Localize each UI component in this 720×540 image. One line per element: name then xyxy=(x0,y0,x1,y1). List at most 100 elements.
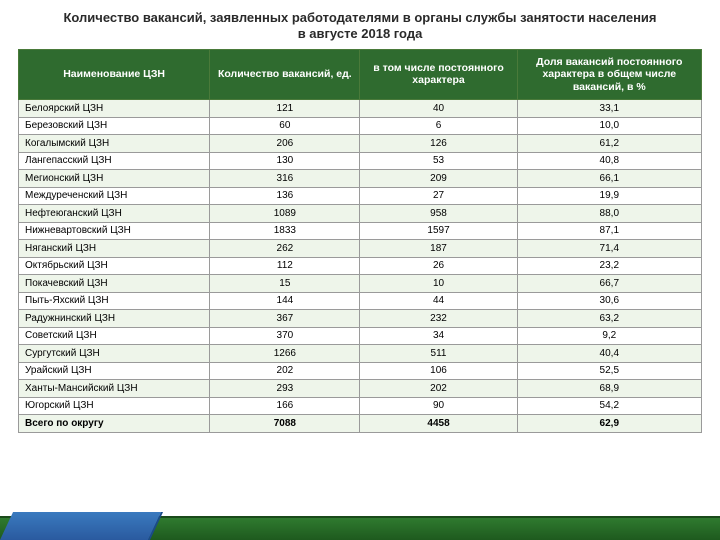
cell-value: 30,6 xyxy=(517,292,701,310)
cell-value: 1089 xyxy=(210,205,360,223)
cell-value: 15 xyxy=(210,275,360,293)
cell-value: 53 xyxy=(360,152,517,170)
cell-value: 121 xyxy=(210,100,360,118)
cell-name: Югорский ЦЗН xyxy=(19,397,210,415)
total-label: Всего по округу xyxy=(19,415,210,433)
vacancies-table: Наименование ЦЗНКоличество вакансий, ед.… xyxy=(18,49,702,433)
cell-value: 88,0 xyxy=(517,205,701,223)
cell-value: 262 xyxy=(210,240,360,258)
cell-name: Нижневартовский ЦЗН xyxy=(19,222,210,240)
cell-value: 10 xyxy=(360,275,517,293)
cell-value: 293 xyxy=(210,380,360,398)
cell-name: Белоярский ЦЗН xyxy=(19,100,210,118)
table-row: Покачевский ЦЗН151066,7 xyxy=(19,275,702,293)
cell-value: 206 xyxy=(210,135,360,153)
cell-value: 61,2 xyxy=(517,135,701,153)
col-header-2: в том числе постоянного характера xyxy=(360,49,517,100)
cell-value: 87,1 xyxy=(517,222,701,240)
table-row: Советский ЦЗН370349,2 xyxy=(19,327,702,345)
cell-value: 1266 xyxy=(210,345,360,363)
footer-decoration xyxy=(0,510,720,540)
col-header-3: Доля вакансий постоянного характера в об… xyxy=(517,49,701,100)
table-row: Мегионский ЦЗН31620966,1 xyxy=(19,170,702,188)
cell-value: 6 xyxy=(360,117,517,135)
table-total-row: Всего по округу7088445862,9 xyxy=(19,415,702,433)
page-title: Количество вакансий, заявленных работода… xyxy=(0,0,720,49)
cell-name: Мегионский ЦЗН xyxy=(19,170,210,188)
cell-name: Покачевский ЦЗН xyxy=(19,275,210,293)
cell-value: 144 xyxy=(210,292,360,310)
table-row: Нефтеюганский ЦЗН108995888,0 xyxy=(19,205,702,223)
cell-value: 34 xyxy=(360,327,517,345)
cell-value: 202 xyxy=(210,362,360,380)
cell-value: 19,9 xyxy=(517,187,701,205)
cell-name: Няганский ЦЗН xyxy=(19,240,210,258)
cell-name: Когалымский ЦЗН xyxy=(19,135,210,153)
cell-name: Ханты-Мансийский ЦЗН xyxy=(19,380,210,398)
cell-value: 90 xyxy=(360,397,517,415)
cell-value: 40,4 xyxy=(517,345,701,363)
table-row: Няганский ЦЗН26218771,4 xyxy=(19,240,702,258)
total-value: 7088 xyxy=(210,415,360,433)
cell-name: Лангепасский ЦЗН xyxy=(19,152,210,170)
table-row: Березовский ЦЗН60610,0 xyxy=(19,117,702,135)
cell-value: 52,5 xyxy=(517,362,701,380)
cell-name: Октябрьский ЦЗН xyxy=(19,257,210,275)
table-row: Ханты-Мансийский ЦЗН29320268,9 xyxy=(19,380,702,398)
cell-value: 958 xyxy=(360,205,517,223)
cell-name: Пыть-Яхский ЦЗН xyxy=(19,292,210,310)
footer-blue-accent xyxy=(0,512,163,540)
table-row: Когалымский ЦЗН20612661,2 xyxy=(19,135,702,153)
cell-name: Березовский ЦЗН xyxy=(19,117,210,135)
cell-value: 33,1 xyxy=(517,100,701,118)
table-row: Сургутский ЦЗН126651140,4 xyxy=(19,345,702,363)
total-value: 4458 xyxy=(360,415,517,433)
table-row: Белоярский ЦЗН1214033,1 xyxy=(19,100,702,118)
cell-value: 60 xyxy=(210,117,360,135)
cell-name: Сургутский ЦЗН xyxy=(19,345,210,363)
cell-value: 40,8 xyxy=(517,152,701,170)
cell-name: Советский ЦЗН xyxy=(19,327,210,345)
cell-value: 202 xyxy=(360,380,517,398)
col-header-0: Наименование ЦЗН xyxy=(19,49,210,100)
cell-value: 1597 xyxy=(360,222,517,240)
table-row: Урайский ЦЗН20210652,5 xyxy=(19,362,702,380)
cell-value: 1833 xyxy=(210,222,360,240)
cell-value: 511 xyxy=(360,345,517,363)
table-row: Радужнинский ЦЗН36723263,2 xyxy=(19,310,702,328)
cell-value: 9,2 xyxy=(517,327,701,345)
cell-value: 232 xyxy=(360,310,517,328)
table-header-row: Наименование ЦЗНКоличество вакансий, ед.… xyxy=(19,49,702,100)
cell-value: 54,2 xyxy=(517,397,701,415)
cell-name: Радужнинский ЦЗН xyxy=(19,310,210,328)
table-row: Лангепасский ЦЗН1305340,8 xyxy=(19,152,702,170)
cell-value: 68,9 xyxy=(517,380,701,398)
table-row: Пыть-Яхский ЦЗН1444430,6 xyxy=(19,292,702,310)
cell-value: 136 xyxy=(210,187,360,205)
cell-value: 27 xyxy=(360,187,517,205)
cell-value: 166 xyxy=(210,397,360,415)
cell-value: 44 xyxy=(360,292,517,310)
cell-name: Междуреченский ЦЗН xyxy=(19,187,210,205)
total-value: 62,9 xyxy=(517,415,701,433)
cell-value: 316 xyxy=(210,170,360,188)
cell-value: 187 xyxy=(360,240,517,258)
cell-value: 23,2 xyxy=(517,257,701,275)
cell-value: 66,7 xyxy=(517,275,701,293)
cell-value: 71,4 xyxy=(517,240,701,258)
cell-name: Нефтеюганский ЦЗН xyxy=(19,205,210,223)
cell-value: 367 xyxy=(210,310,360,328)
cell-value: 209 xyxy=(360,170,517,188)
cell-value: 112 xyxy=(210,257,360,275)
cell-value: 63,2 xyxy=(517,310,701,328)
cell-value: 10,0 xyxy=(517,117,701,135)
cell-value: 66,1 xyxy=(517,170,701,188)
cell-name: Урайский ЦЗН xyxy=(19,362,210,380)
cell-value: 40 xyxy=(360,100,517,118)
cell-value: 106 xyxy=(360,362,517,380)
table-row: Междуреченский ЦЗН1362719,9 xyxy=(19,187,702,205)
table-row: Нижневартовский ЦЗН1833159787,1 xyxy=(19,222,702,240)
cell-value: 26 xyxy=(360,257,517,275)
table-row: Октябрьский ЦЗН1122623,2 xyxy=(19,257,702,275)
cell-value: 130 xyxy=(210,152,360,170)
